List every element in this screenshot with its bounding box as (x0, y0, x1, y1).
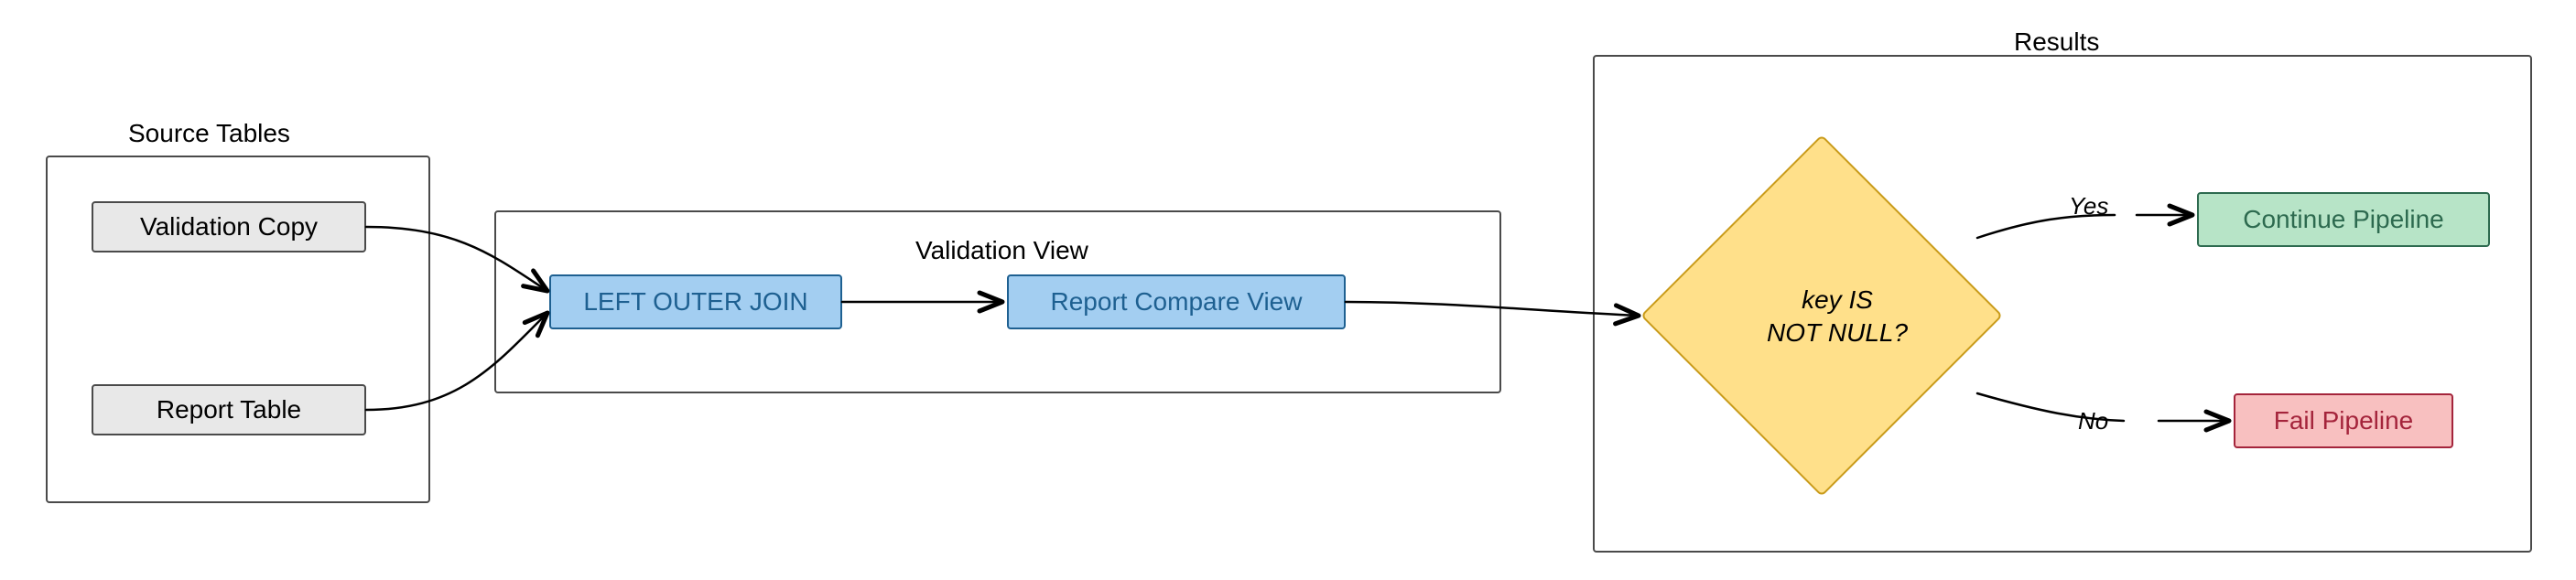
edge-label-yes: Yes (2069, 192, 2108, 220)
validation-view-title: Validation View (915, 236, 1088, 265)
decision-diamond-text: key IS NOT NULL? (1767, 284, 1908, 350)
left-outer-join-node: LEFT OUTER JOIN (549, 274, 842, 329)
continue-pipeline-node: Continue Pipeline (2197, 192, 2490, 247)
decision-line2: NOT NULL? (1767, 318, 1908, 347)
source-tables-title: Source Tables (128, 119, 290, 148)
report-table-node: Report Table (92, 384, 366, 435)
fail-pipeline-node: Fail Pipeline (2234, 393, 2453, 448)
edge-label-no: No (2078, 407, 2108, 435)
report-compare-view-node: Report Compare View (1007, 274, 1346, 329)
decision-line1: key IS (1802, 285, 1873, 314)
validation-copy-node: Validation Copy (92, 201, 366, 252)
results-title: Results (2014, 27, 2099, 57)
